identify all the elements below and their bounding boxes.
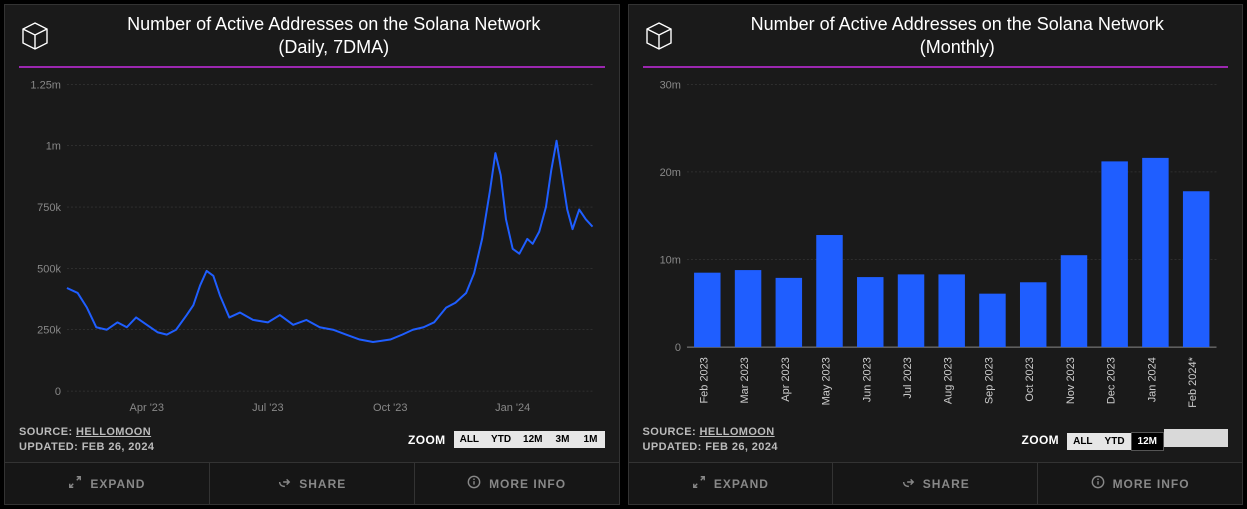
svg-text:Apr 2023: Apr 2023 <box>779 357 791 402</box>
svg-text:Jun 2023: Jun 2023 <box>861 357 873 402</box>
svg-text:Mar 2023: Mar 2023 <box>739 357 751 403</box>
meta-row: SOURCE: HELLOMOON UPDATED: FEB 26, 2024 … <box>629 421 1243 462</box>
panel-header: Number of Active Addresses on the Solana… <box>629 5 1243 62</box>
zoom-button-blank[interactable] <box>1164 429 1196 447</box>
zoom-button-1M[interactable]: 1M <box>577 431 605 448</box>
svg-text:Dec 2023: Dec 2023 <box>1105 357 1117 404</box>
action-label: EXPAND <box>714 477 769 491</box>
action-bar: EXPAND SHARE MORE INFO <box>5 462 619 504</box>
chart-panel-daily: Number of Active Addresses on the Solana… <box>4 4 620 505</box>
svg-text:0: 0 <box>55 386 61 398</box>
share-icon <box>901 475 915 492</box>
action-label: SHARE <box>923 477 970 491</box>
svg-text:500k: 500k <box>37 263 61 275</box>
zoom-button-YTD[interactable]: YTD <box>485 431 517 448</box>
zoom-label: ZOOM <box>1021 433 1059 447</box>
info-button[interactable]: MORE INFO <box>1038 463 1242 504</box>
svg-text:0: 0 <box>674 342 680 354</box>
action-label: EXPAND <box>90 477 145 491</box>
svg-text:1.25m: 1.25m <box>30 79 61 91</box>
info-icon <box>467 475 481 492</box>
zoom-button-YTD[interactable]: YTD <box>1099 433 1131 450</box>
updated-value: FEB 26, 2024 <box>705 441 778 453</box>
accent-line <box>19 66 605 68</box>
line-chart-svg: 0 250k 500k 750k 1m 1.25m Apr '23 Jul '23 Oct '2… <box>19 76 605 417</box>
svg-text:Jul 2023: Jul 2023 <box>902 357 914 399</box>
action-label: MORE INFO <box>489 477 566 491</box>
bar-chart-svg: 0 10m 20m 30m Feb 2023 Mar 2023 Apr 2023 May 20… <box>643 76 1229 417</box>
svg-text:Feb 2023: Feb 2023 <box>698 357 710 403</box>
share-button[interactable]: SHARE <box>210 463 415 504</box>
svg-text:750k: 750k <box>37 202 61 214</box>
svg-text:250k: 250k <box>37 325 61 337</box>
title-line-2: (Daily, 7DMA) <box>278 37 389 57</box>
chart-title: Number of Active Addresses on the Solana… <box>63 13 605 58</box>
meta-row: SOURCE: HELLOMOON UPDATED: FEB 26, 2024 … <box>5 421 619 462</box>
updated-label: UPDATED: <box>643 441 702 453</box>
bar-chart-area: 0 10m 20m 30m Feb 2023 Mar 2023 Apr 2023 May 20… <box>643 76 1229 417</box>
svg-text:Nov 2023: Nov 2023 <box>1064 357 1076 404</box>
panel-header: Number of Active Addresses on the Solana… <box>5 5 619 62</box>
expand-button[interactable]: EXPAND <box>5 463 210 504</box>
source-label: SOURCE: <box>643 426 697 438</box>
line-chart-area: 0 250k 500k 750k 1m 1.25m Apr '23 Jul '23 Oct '2… <box>19 76 605 417</box>
zoom-button-12M[interactable]: 12M <box>1131 432 1164 451</box>
zoom-group: ZOOM ALLYTD12M3M1M <box>408 431 605 448</box>
zoom-button-3M[interactable]: 3M <box>549 431 577 448</box>
title-line-1: Number of Active Addresses on the Solana… <box>127 14 540 34</box>
expand-button[interactable]: EXPAND <box>629 463 834 504</box>
svg-text:Jan 2024: Jan 2024 <box>1146 357 1158 402</box>
svg-text:Jan '24: Jan '24 <box>495 402 530 414</box>
zoom-label: ZOOM <box>408 433 446 447</box>
zoom-button-ALL[interactable]: ALL <box>454 431 485 448</box>
title-line-2: (Monthly) <box>920 37 995 57</box>
meta-left: SOURCE: HELLOMOON UPDATED: FEB 26, 2024 <box>643 425 778 454</box>
action-label: SHARE <box>299 477 346 491</box>
zoom-button-ALL[interactable]: ALL <box>1067 433 1098 450</box>
svg-text:Jul '23: Jul '23 <box>252 402 283 414</box>
cube-icon <box>643 20 675 52</box>
chart-panel-monthly: Number of Active Addresses on the Solana… <box>628 4 1244 505</box>
source-link[interactable]: HELLOMOON <box>700 426 775 438</box>
title-line-1: Number of Active Addresses on the Solana… <box>751 14 1164 34</box>
source-label: SOURCE: <box>19 426 73 438</box>
svg-text:10m: 10m <box>659 255 680 267</box>
updated-label: UPDATED: <box>19 441 78 453</box>
expand-icon <box>692 475 706 492</box>
cube-icon <box>19 20 51 52</box>
svg-text:Aug 2023: Aug 2023 <box>942 357 954 404</box>
svg-text:Oct '23: Oct '23 <box>373 402 407 414</box>
chart-title: Number of Active Addresses on the Solana… <box>687 13 1229 58</box>
expand-icon <box>68 475 82 492</box>
svg-text:Apr '23: Apr '23 <box>130 402 164 414</box>
meta-left: SOURCE: HELLOMOON UPDATED: FEB 26, 2024 <box>19 425 154 454</box>
share-button[interactable]: SHARE <box>833 463 1038 504</box>
svg-text:Oct 2023: Oct 2023 <box>1024 357 1036 402</box>
action-bar: EXPAND SHARE MORE INFO <box>629 462 1243 504</box>
accent-line <box>643 66 1229 68</box>
svg-text:Sep 2023: Sep 2023 <box>983 357 995 404</box>
source-link[interactable]: HELLOMOON <box>76 426 151 438</box>
svg-text:1m: 1m <box>46 141 61 153</box>
action-label: MORE INFO <box>1113 477 1190 491</box>
svg-text:May 2023: May 2023 <box>820 357 832 405</box>
share-icon <box>277 475 291 492</box>
svg-text:20m: 20m <box>659 167 680 179</box>
svg-text:30m: 30m <box>659 79 680 91</box>
updated-value: FEB 26, 2024 <box>82 441 155 453</box>
zoom-button-blank[interactable] <box>1196 429 1228 447</box>
zoom-button-12M[interactable]: 12M <box>517 431 548 448</box>
info-icon <box>1091 475 1105 492</box>
svg-text:Feb 2024*: Feb 2024* <box>1187 356 1199 407</box>
zoom-group: ZOOM ALLYTD12M <box>1021 429 1228 451</box>
info-button[interactable]: MORE INFO <box>415 463 619 504</box>
